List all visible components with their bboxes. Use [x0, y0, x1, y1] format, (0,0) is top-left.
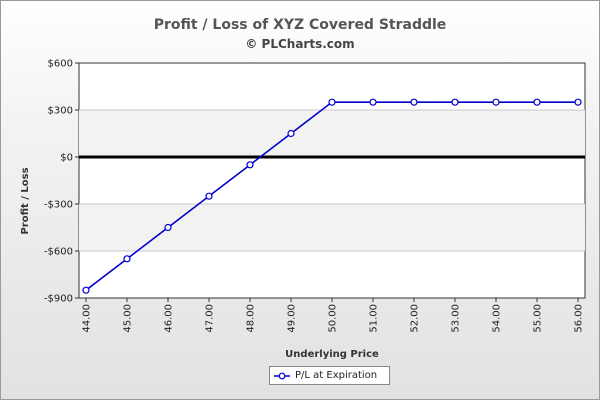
x-tick-label: 52.00: [410, 304, 421, 333]
y-tick-label: $0: [60, 153, 73, 164]
y-tick-label: -$300: [44, 200, 73, 211]
x-axis-label: Underlying Price: [285, 349, 379, 360]
data-point: [328, 98, 336, 106]
data-point: [533, 98, 541, 106]
grid-band: [79, 204, 585, 251]
data-point: [246, 161, 254, 169]
legend-label: P/L at Expiration: [295, 370, 378, 381]
x-tick-label: 54.00: [492, 304, 503, 333]
data-point: [410, 98, 418, 106]
legend-line-marker-icon: [274, 372, 290, 380]
data-point: [287, 129, 295, 138]
x-tick-label: 49.00: [287, 304, 298, 333]
plot-area: [78, 62, 586, 299]
x-axis-ticks: 44.00 45.00 46.00 47.00 48.00 49.00 50.00 51.00…: [82, 298, 585, 333]
legend: P/L at Expiration: [269, 366, 390, 385]
data-point: [164, 223, 172, 232]
x-tick-label: 45.00: [123, 304, 134, 333]
y-tick-label: -$600: [44, 247, 73, 258]
x-tick-label: 44.00: [82, 304, 93, 333]
grid-layer: [79, 109, 585, 252]
chart-title: Profit / Loss of XYZ Covered Straddle: [153, 17, 447, 33]
y-axis-ticks: $600 $300 $0 -$300 -$600 -$900: [44, 59, 79, 305]
y-tick-label: -$900: [44, 294, 73, 305]
series-layer: [82, 98, 582, 294]
x-tick-label: 53.00: [451, 304, 462, 333]
y-axis-label: Profit / Loss: [20, 167, 31, 234]
data-point: [369, 98, 377, 106]
x-tick-label: 46.00: [164, 304, 175, 333]
x-tick-label: 56.00: [574, 304, 585, 333]
data-point: [123, 255, 131, 263]
x-tick-label: 51.00: [369, 304, 380, 333]
data-point: [82, 286, 90, 294]
data-point: [451, 98, 459, 106]
data-point: [205, 192, 213, 200]
x-tick-label: 50.00: [328, 304, 339, 333]
x-tick-label: 48.00: [246, 304, 257, 333]
y-tick-label: $600: [48, 59, 73, 70]
chart-subtitle: © PLCharts.com: [245, 37, 355, 51]
data-point: [574, 98, 582, 106]
y-tick-label: $300: [48, 106, 73, 117]
data-point: [492, 98, 500, 106]
x-tick-label: 55.00: [533, 304, 544, 333]
x-tick-label: 47.00: [205, 304, 216, 333]
grid-band: [79, 110, 585, 157]
